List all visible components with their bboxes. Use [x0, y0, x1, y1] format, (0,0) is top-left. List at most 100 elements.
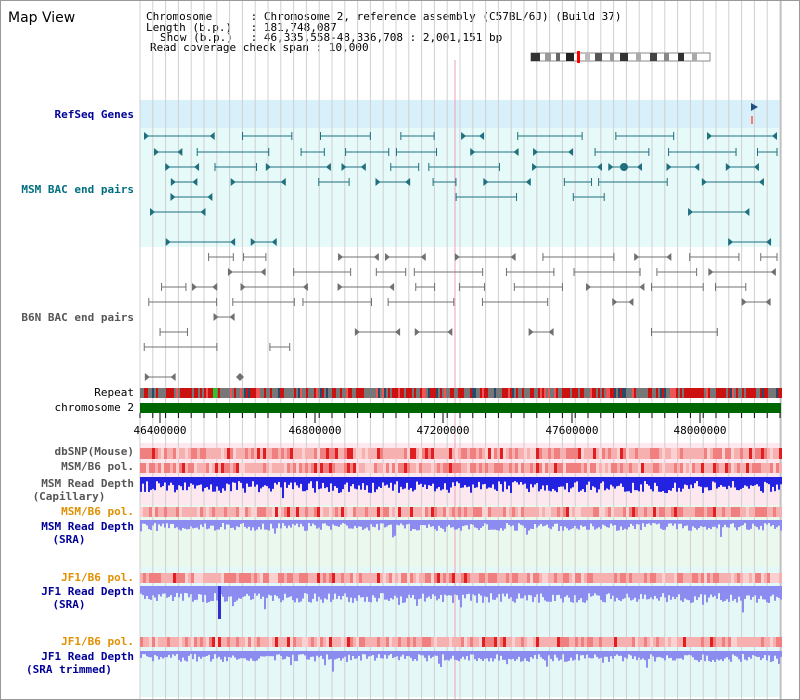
depth-bar: [490, 586, 492, 594]
polymorphism-cell: [779, 573, 782, 583]
depth-bar: [590, 651, 592, 659]
polymorphism-cell: [377, 448, 380, 459]
polymorphism-cell: [158, 463, 161, 473]
depth-bar: [262, 520, 264, 524]
depth-bar: [762, 477, 764, 493]
polymorphism-cell: [716, 637, 719, 647]
depth-bar: [706, 651, 708, 656]
polymorphism-cell: [650, 507, 653, 517]
depth-bar: [540, 520, 542, 524]
repeat-segment: [622, 388, 624, 398]
polymorphism-cell: [302, 573, 305, 583]
depth-bar: [390, 477, 392, 483]
chromosome-bar[interactable]: [139, 403, 781, 423]
polymorphism-cell: [563, 463, 566, 473]
depth-bar: [176, 651, 178, 655]
depth-bar: [644, 520, 646, 527]
polymorphism-cell: [419, 463, 422, 473]
depth-bar: [398, 586, 400, 605]
depth-bar: [372, 651, 374, 656]
depth-bar: [534, 477, 536, 485]
depth-bar: [752, 586, 754, 597]
depth-bar: [610, 651, 612, 657]
polymorphism-cell: [428, 573, 431, 583]
refseq-track[interactable]: [751, 103, 758, 124]
polymorphism-cell: [632, 573, 635, 583]
polymorphism-cell: [278, 637, 281, 647]
polymorphism-cell: [662, 507, 665, 517]
polymorphism-cell: [338, 573, 341, 583]
depth-bar: [750, 586, 752, 600]
polymorphism-cell: [716, 573, 719, 583]
polymorphism-cell: [725, 448, 728, 459]
depth-bar: [502, 477, 504, 492]
repeat-segment: [618, 388, 620, 398]
depth-bar: [524, 477, 526, 484]
ideogram-band: [545, 53, 551, 61]
repeat-segment: [464, 388, 466, 398]
depth-bar: [614, 651, 616, 656]
depth-bar: [530, 651, 532, 657]
depth-bar: [340, 651, 342, 661]
depth-bar: [682, 586, 684, 602]
depth-bar: [534, 520, 536, 524]
repeat-segment: [692, 388, 694, 398]
repeat-segment: [512, 388, 514, 398]
feature-end: [280, 178, 286, 186]
depth-bar: [168, 651, 170, 655]
polymorphism-cell: [197, 573, 200, 583]
depth-bar: [744, 520, 746, 524]
polymorphism-cell: [233, 463, 236, 473]
polymorphism-cell: [701, 573, 704, 583]
repeat-track[interactable]: [140, 388, 782, 398]
polymorphism-cell: [308, 573, 311, 583]
polymorphism-cell: [515, 463, 518, 473]
polymorphism-cell: [413, 507, 416, 517]
polymorphism-cell: [731, 448, 734, 459]
polymorphism-cell: [617, 637, 620, 647]
polymorphism-cell: [743, 573, 746, 583]
repeat-segment: [246, 388, 248, 398]
polymorphism-cell: [620, 637, 623, 647]
polymorphism-cell: [263, 573, 266, 583]
depth-bar: [476, 586, 478, 603]
depth-bar: [302, 477, 304, 492]
depth-bar: [750, 520, 752, 529]
depth-bar: [686, 520, 688, 526]
polymorphism-cell: [698, 507, 701, 517]
depth-bar: [436, 586, 438, 601]
polymorphism-cell: [464, 463, 467, 473]
depth-bar: [492, 586, 494, 600]
polymorphism-cell: [452, 463, 455, 473]
polymorphism-cell: [602, 448, 605, 459]
feature-end: [766, 238, 772, 246]
feature-end: [414, 328, 420, 336]
polymorphism-cell: [617, 448, 620, 459]
depth-bar: [670, 477, 672, 491]
repeat-segment: [472, 388, 474, 398]
polymorphism-cell: [155, 573, 158, 583]
polymorphism-cell: [638, 637, 641, 647]
polymorphism-cell: [395, 637, 398, 647]
depth-bar: [664, 586, 666, 598]
repeat-segment: [240, 388, 242, 398]
repeat-segment: [752, 388, 754, 398]
polymorphism-cell: [734, 507, 737, 517]
msm-bac-track[interactable]: [144, 132, 778, 246]
polymorphism-cell: [347, 637, 350, 647]
chromosome-ideogram[interactable]: [530, 51, 711, 63]
polymorphism-cell: [428, 448, 431, 459]
depth-bar: [728, 520, 730, 528]
depth-bar: [162, 586, 164, 594]
polymorphism-cell: [545, 448, 548, 459]
depth-bar: [694, 477, 696, 484]
polymorphism-cell: [344, 573, 347, 583]
polymorphism-cell: [395, 573, 398, 583]
polymorphism-cell: [236, 448, 239, 459]
polymorphism-cell: [212, 637, 215, 647]
polymorphism-cell: [626, 507, 629, 517]
b6n-bac-track[interactable]: [143, 253, 778, 381]
depth-bar: [258, 651, 260, 659]
depth-bar: [682, 651, 684, 660]
